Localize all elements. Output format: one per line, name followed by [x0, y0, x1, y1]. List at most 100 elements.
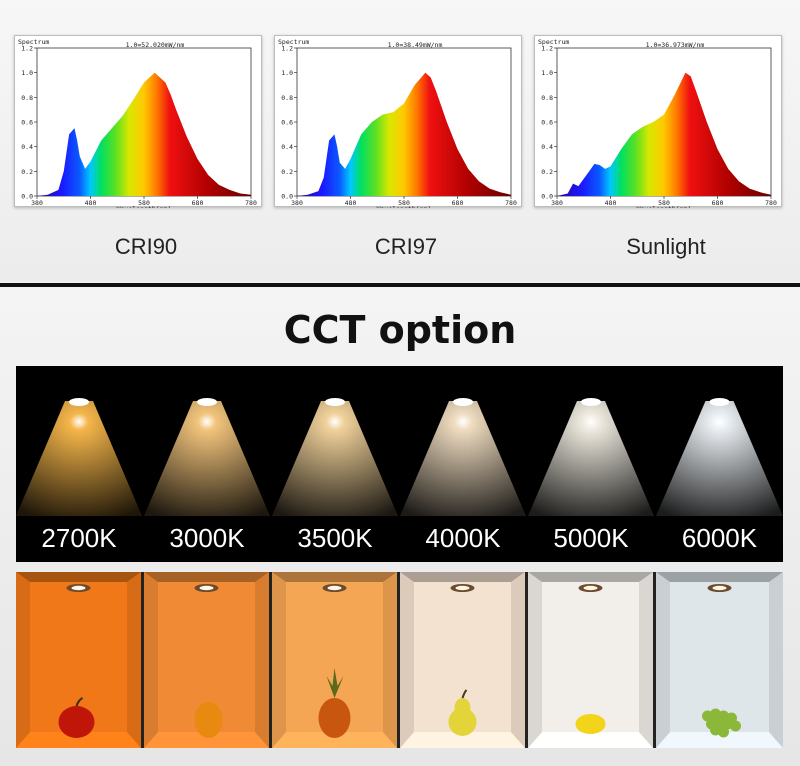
cct-tile-3500k: 3500K — [272, 366, 398, 562]
chart-annotation: 1.0=36.973mW/nm — [646, 41, 705, 49]
cct-label-3500k: 3500K — [297, 523, 373, 553]
niche-left-wall — [656, 572, 670, 748]
niche-inner-wall — [670, 582, 769, 732]
niche-3500k — [272, 572, 397, 748]
cct-swatch-strip: 2700K 3000K 3500K 4000K 5000K 6000K — [16, 366, 783, 562]
niche-6000k — [656, 572, 783, 748]
downlight-glow — [400, 366, 526, 516]
niche-2700k — [16, 572, 141, 748]
spectrum-chart-cri97: 0.0 0.2 0.4 0.6 0.8 1.0 1.2 380 480 580 680 780 Spec… — [274, 35, 522, 208]
y-tick-label: 0.2 — [281, 168, 293, 176]
x-tick-label: 480 — [85, 199, 97, 207]
lamp-source — [69, 398, 89, 406]
x-tick-label: 780 — [765, 199, 777, 207]
x-tick-label: 580 — [138, 199, 150, 207]
x-tick-label: 480 — [345, 199, 357, 207]
x-tick-label: 780 — [505, 199, 517, 207]
niche-scene — [16, 572, 141, 748]
spectrum-plot: 0.0 0.2 0.4 0.6 0.8 1.0 1.2 380 480 580 680 780 Spec… — [538, 38, 777, 208]
downlight-glow — [528, 366, 654, 516]
niche-scene — [272, 572, 397, 748]
pineapple-icon — [318, 698, 351, 738]
cct-tile-4000k: 4000K — [400, 366, 526, 562]
lamp-source — [453, 398, 473, 406]
niche-ceiling — [16, 572, 141, 582]
y-tick-label: 0.6 — [21, 119, 33, 127]
niche-floor — [656, 732, 783, 748]
light-cone — [656, 401, 783, 516]
x-tick-label: 580 — [398, 199, 410, 207]
niche-right-wall — [383, 572, 397, 748]
niche-floor — [528, 732, 653, 748]
downlight-glow — [656, 366, 783, 516]
spectrum-chart-sunlight: 0.0 0.2 0.4 0.6 0.8 1.0 1.2 380 480 580 680 780 Spec… — [534, 35, 782, 208]
niche-left-wall — [272, 572, 286, 748]
y-tick-label: 1.2 — [541, 45, 553, 53]
caption-cri90: CRI90 — [114, 234, 178, 259]
lamp-source — [197, 398, 217, 406]
light-cone — [144, 401, 270, 516]
chart-title: Spectrum — [278, 38, 309, 46]
spectrum-chart-cri90: 0.0 0.2 0.4 0.6 0.8 1.0 1.2 380 480 580 680 780 Spec… — [14, 35, 262, 208]
niche-right-wall — [511, 572, 525, 748]
niche-ceiling — [656, 572, 783, 582]
spectrum-plot: 0.0 0.2 0.4 0.6 0.8 1.0 1.2 380 480 580 680 780 Spec… — [278, 38, 517, 208]
x-tick-label: 580 — [658, 199, 670, 207]
cct-tile-5000k: 5000K — [528, 366, 654, 562]
x-tick-label: 380 — [291, 199, 303, 207]
downlight-lens — [712, 585, 727, 591]
niche-left-wall — [400, 572, 414, 748]
niche-scene — [144, 572, 269, 748]
spectrum-plot: 0.0 0.2 0.4 0.6 0.8 1.0 1.2 380 480 580 680 780 Spec… — [18, 38, 257, 208]
y-tick-label: 0.0 — [21, 193, 33, 201]
x-tick-label: 680 — [192, 199, 204, 207]
downlight-lens — [583, 585, 598, 591]
downlight-glow — [272, 366, 398, 516]
chart-title: Spectrum — [538, 38, 569, 46]
downlight-lens — [199, 585, 214, 591]
cct-label-2700k: 2700K — [41, 523, 117, 553]
grapes-icon — [702, 708, 741, 738]
cct-title: CCT option — [283, 308, 517, 352]
niche-ceiling — [144, 572, 269, 582]
niche-right-wall — [769, 572, 783, 748]
y-tick-label: 1.2 — [281, 45, 293, 53]
lamp-source — [581, 398, 601, 406]
cct-label-6000k: 6000K — [681, 523, 758, 553]
caption-sunlight: Sunlight — [626, 234, 706, 259]
downlight-glow — [16, 366, 142, 516]
cct-label-5000k: 5000K — [553, 523, 629, 553]
spectrum-area — [557, 72, 771, 196]
cct-label-3000k: 3000K — [169, 523, 245, 553]
niche-floor — [272, 732, 397, 748]
x-tick-label: 480 — [605, 199, 617, 207]
x-axis-label: Wavelength(nm) — [377, 205, 432, 208]
niche-floor — [144, 732, 269, 748]
cct-label-4000k: 4000K — [425, 523, 501, 553]
light-cone — [272, 401, 398, 516]
chart-title: Spectrum — [18, 38, 49, 46]
orange-icon — [194, 702, 223, 738]
apple-icon — [58, 706, 95, 738]
y-tick-label: 0.4 — [541, 143, 553, 151]
chart-annotation: 1.0=52.020mW/nm — [126, 41, 185, 49]
caption-cri97: CRI97 — [374, 234, 438, 259]
x-axis-label: Wavelength(nm) — [117, 205, 172, 208]
niche-4000k — [400, 572, 525, 748]
x-tick-label: 780 — [245, 199, 257, 207]
x-tick-label: 380 — [31, 199, 43, 207]
niche-left-wall — [528, 572, 542, 748]
y-tick-label: 0.2 — [21, 168, 33, 176]
light-cone — [528, 401, 654, 516]
niche-right-wall — [127, 572, 141, 748]
x-tick-label: 380 — [551, 199, 563, 207]
y-tick-label: 0.8 — [21, 94, 33, 102]
chart-annotation: 1.0=38.49mW/nm — [388, 41, 443, 49]
niche-floor — [16, 732, 141, 748]
y-tick-label: 0.8 — [541, 94, 553, 102]
niche-scene — [400, 572, 525, 748]
niche-scene — [656, 572, 783, 748]
y-tick-label: 1.0 — [541, 69, 553, 77]
downlight-lens — [327, 585, 342, 591]
spectrum-area — [297, 72, 511, 196]
